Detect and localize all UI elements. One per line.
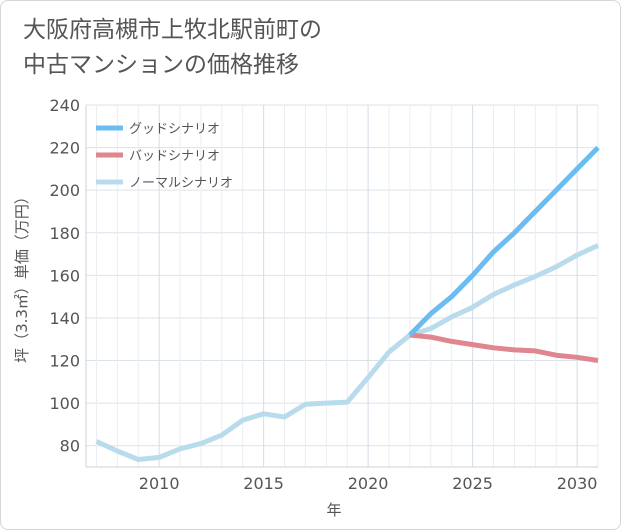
series-line-1 — [408, 145, 600, 337]
chart-title: 大阪府高槻市上牧北駅前町の 中古マンションの価格推移 — [23, 13, 583, 83]
series-line-3 — [95, 243, 600, 462]
x-tick-label: 2010 — [139, 474, 180, 493]
series-line-2 — [409, 332, 599, 363]
y-tick-label: 180 — [49, 224, 80, 243]
y-tick-label: 80 — [60, 437, 80, 456]
x-tick-label: 2020 — [348, 474, 389, 493]
y-tick-label: 120 — [49, 352, 80, 371]
y-tick-label: 100 — [49, 394, 80, 413]
chart-title-line-2: 中古マンションの価格推移 — [23, 52, 299, 78]
x-axis-title: 年 — [326, 501, 341, 519]
x-tick-label: 2015 — [243, 474, 284, 493]
chart-title-line-1: 大阪府高槻市上牧北駅前町の — [23, 17, 322, 43]
y-tick-label: 240 — [49, 96, 80, 115]
legend-label: バッドシナリオ — [129, 149, 220, 164]
x-tick-label: 2025 — [452, 474, 493, 493]
legend-label: グッドシナリオ — [129, 122, 220, 137]
y-axis-title: 坪（3.3㎡）単価（万円） — [13, 189, 31, 363]
y-tick-label: 200 — [49, 181, 80, 200]
y-tick-label: 160 — [49, 266, 80, 285]
x-tick-label: 2030 — [557, 474, 598, 493]
legend-label: ノーマルシナリオ — [129, 176, 233, 191]
y-tick-label: 220 — [49, 139, 80, 158]
y-tick-label: 140 — [49, 309, 80, 328]
